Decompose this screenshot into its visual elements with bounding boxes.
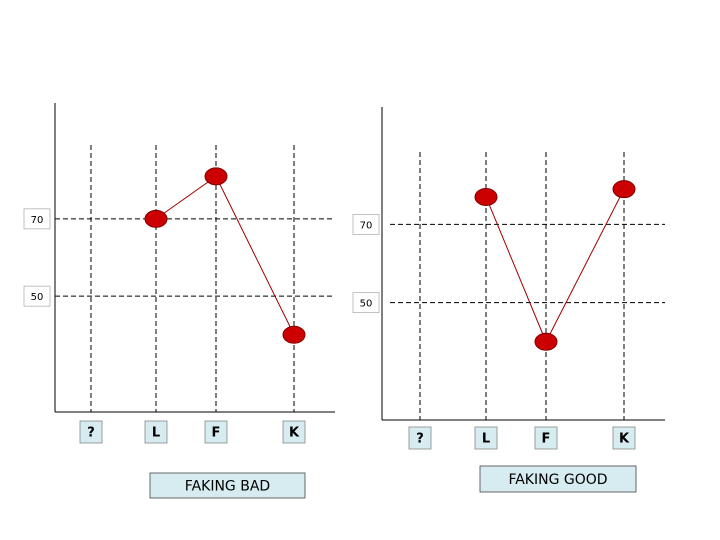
data-point [612,180,636,199]
y-tick-box [23,208,51,230]
series-line [155,175,295,335]
category-box [408,426,432,450]
category-box [282,420,306,444]
x-tick-label: K [619,432,630,447]
x-tick-label: K [289,426,300,441]
x-tick-label: L [482,432,490,447]
y-tick-label: 70 [31,215,44,226]
category-box [534,426,558,450]
data-point [282,325,306,344]
x-tick-label: ? [87,426,95,441]
category-box [474,426,498,450]
x-tick-label: F [212,426,221,441]
category-box [144,420,168,444]
category-box [79,420,103,444]
category-box [204,420,228,444]
chart-title: FAKING BAD [185,479,270,495]
y-tick-box [352,214,380,235]
y-tick-box [352,292,380,313]
title-box [479,465,637,493]
title-box [149,472,306,499]
data-point [534,332,558,351]
data-point [474,187,498,206]
y-tick-box [23,285,51,307]
data-point [204,167,228,186]
data-point [144,209,168,228]
y-tick-label: 50 [360,299,373,310]
x-tick-label: F [542,432,551,447]
x-tick-label: ? [416,432,424,447]
series-line [485,188,625,343]
category-box [612,426,636,450]
chart-title: FAKING GOOD [508,472,607,488]
y-tick-label: 50 [31,292,44,303]
x-tick-label: L [152,426,160,441]
y-tick-label: 70 [360,220,373,231]
